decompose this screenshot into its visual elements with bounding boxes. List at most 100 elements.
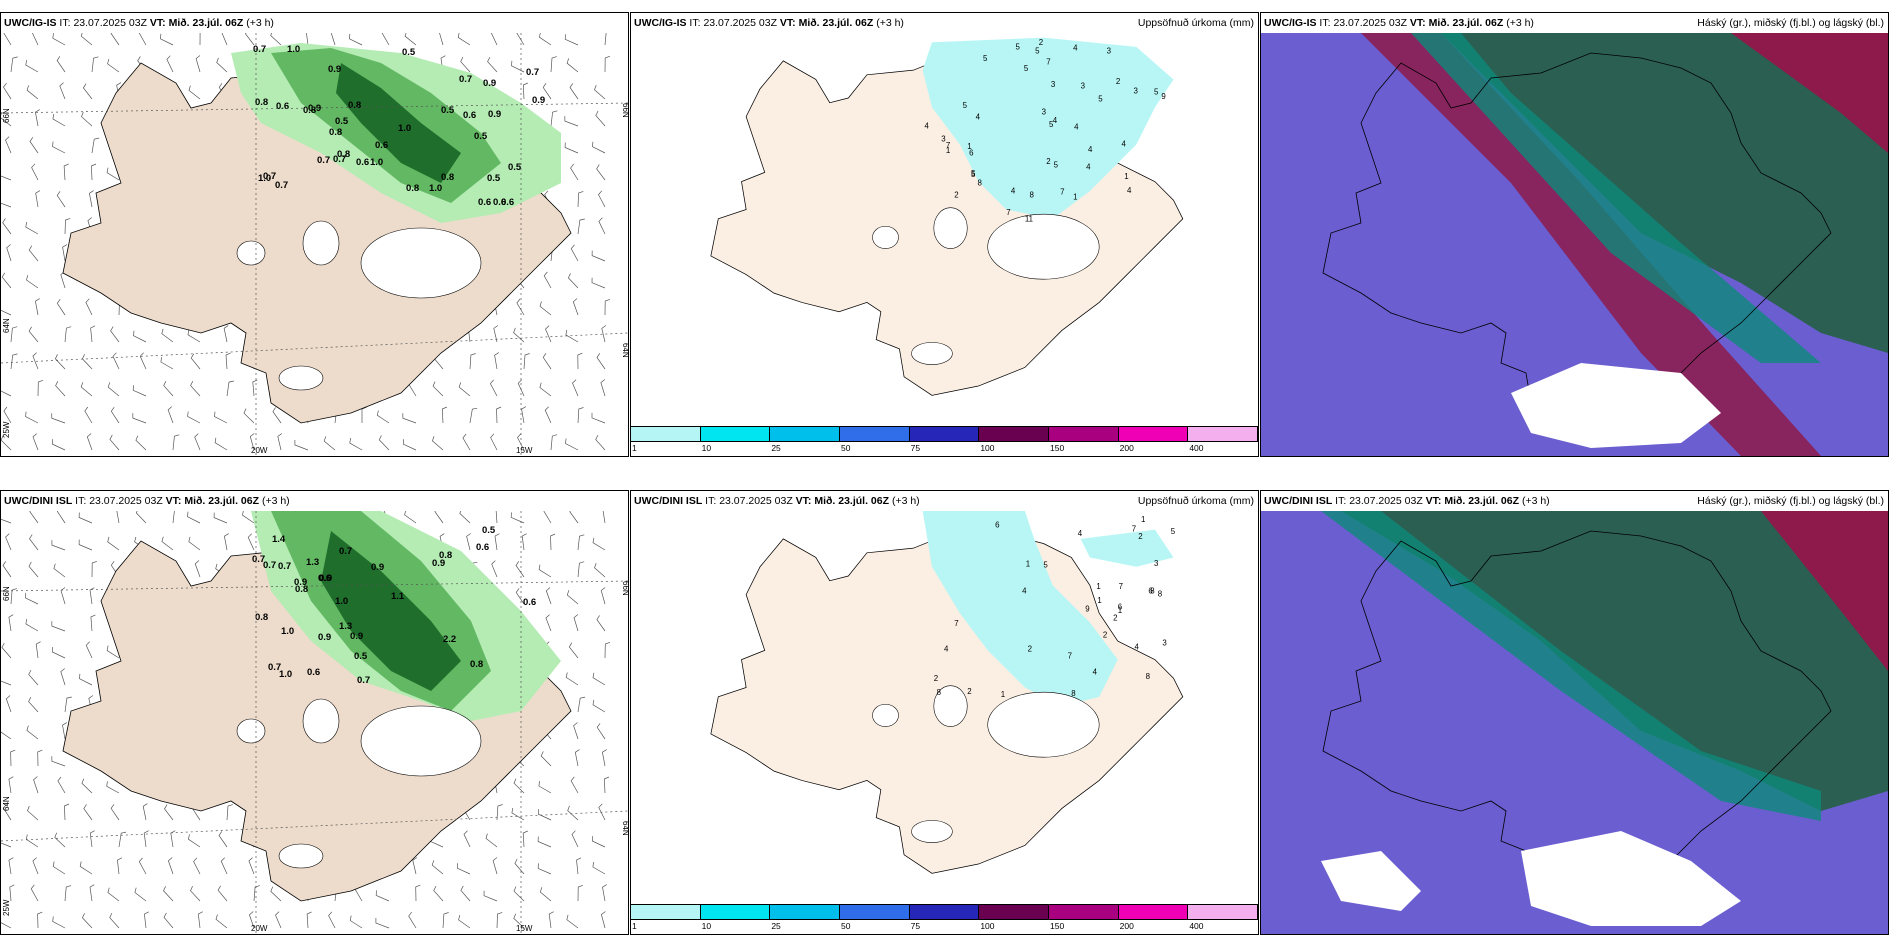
wind-barb — [91, 56, 99, 73]
wind-barb — [52, 916, 66, 929]
wind-barb — [52, 113, 66, 127]
value-label: 3 — [941, 135, 946, 144]
value-label: 7 — [1006, 208, 1010, 217]
wind-barb — [52, 33, 66, 46]
wind-barb — [221, 33, 228, 46]
value-label: 0.9 — [308, 103, 321, 114]
wind-barb — [78, 512, 93, 524]
colorbar-label: 100 — [980, 443, 995, 453]
wind-barb — [494, 533, 500, 551]
value-label: 4 — [1088, 145, 1093, 154]
value-label: 1 — [946, 146, 950, 155]
wind-barb — [64, 885, 72, 902]
wind-barb — [566, 590, 579, 605]
colorbar-labels: 1 10 25 50 75 100 150 200 400 — [631, 921, 1258, 933]
wind-barb — [25, 592, 39, 605]
wind-barb — [565, 329, 579, 343]
value-label: 5 — [1049, 120, 1054, 129]
wind-barb — [544, 406, 552, 424]
value-label: 4 — [1127, 186, 1132, 195]
wind-barb — [62, 244, 68, 262]
wind-barb — [252, 379, 258, 397]
wind-barb — [517, 433, 525, 451]
wind-barb — [538, 781, 552, 794]
wind-barb — [226, 380, 234, 397]
value-label: 0.8 — [303, 105, 316, 116]
wind-barb — [56, 56, 66, 73]
wind-barb — [404, 33, 417, 46]
lon-label-20w: 20W — [251, 446, 268, 455]
wind-barb — [112, 352, 120, 370]
wind-barb — [167, 406, 174, 424]
wind-barb — [521, 406, 527, 424]
value-label: 2 — [1039, 38, 1043, 47]
value-label: 1.3 — [339, 621, 352, 632]
wind-barb — [569, 511, 579, 524]
wind-barb — [361, 406, 367, 423]
lat-label-64n: 64N — [2, 796, 11, 811]
value-label: 8 — [1030, 190, 1035, 199]
wind-barb — [492, 857, 498, 875]
wind-barb — [56, 298, 66, 316]
wind-barb — [604, 641, 611, 659]
wind-barb — [570, 776, 579, 794]
wind-barb — [1, 680, 12, 686]
wind-barb — [434, 511, 444, 524]
wind-barb — [542, 83, 552, 100]
value-label: 1.0 — [398, 123, 411, 134]
wind-barb — [576, 857, 582, 875]
colorbar-swatch — [840, 905, 910, 919]
wind-barb — [604, 298, 611, 316]
low-cloud-red — [1731, 33, 1888, 153]
value-label: 5 — [971, 169, 976, 178]
value-label: 1.0 — [335, 596, 348, 607]
wind-barb — [598, 803, 606, 821]
value-label: 0.7 — [339, 546, 352, 557]
wind-barb — [600, 379, 606, 397]
wind-barb — [523, 353, 530, 370]
value-label: 6 — [969, 149, 974, 158]
wind-barb — [404, 511, 417, 524]
wind-barb — [433, 885, 444, 902]
wind-barb — [188, 834, 201, 848]
panel-right-title: Háský (gr.), miðský (fj.bl.) og lágský (… — [1697, 495, 1884, 507]
wind-barb — [375, 918, 390, 929]
wind-barb — [592, 672, 606, 686]
wind-barb — [25, 411, 39, 424]
value-label: 0.7 — [275, 180, 288, 191]
value-label: 4 — [1078, 529, 1083, 538]
wind-barb — [26, 275, 39, 289]
colorbar-label: 1 — [632, 443, 637, 453]
value-label: 1.4 — [272, 534, 286, 545]
wind-barb — [242, 511, 255, 524]
value-label: 0.9 — [488, 109, 501, 120]
panel-right-title: Uppsöfnuð úrkoma (mm) — [1137, 495, 1254, 507]
wind-barb — [81, 111, 93, 127]
value-label: 0.8 — [329, 127, 342, 138]
wind-barb — [600, 587, 606, 605]
wind-barb — [166, 55, 174, 73]
wind-barb — [106, 781, 120, 794]
colorbar-label: 100 — [980, 921, 995, 931]
wind-barb — [52, 861, 66, 875]
wind-barb — [78, 539, 93, 551]
value-label: 0.9 — [532, 95, 545, 106]
value-label: 1.0 — [281, 626, 294, 637]
value-label: 0.6 — [501, 197, 514, 208]
value-label: 1.0 — [429, 183, 442, 194]
value-label: 0.8 — [441, 172, 454, 183]
value-label: 5 — [983, 54, 988, 63]
wind-barb — [106, 645, 120, 659]
wind-barb — [517, 379, 525, 397]
wind-barb — [35, 298, 40, 316]
wind-barb — [598, 190, 606, 208]
colorbar-label: 200 — [1119, 443, 1134, 453]
value-label: 0.7 — [263, 560, 276, 571]
wind-barb — [33, 776, 39, 794]
wind-barb — [139, 352, 147, 370]
value-label: 1 — [1026, 560, 1030, 569]
value-label: 1 — [1118, 606, 1122, 615]
wind-barb — [142, 803, 148, 821]
wind-barb — [1, 202, 12, 208]
